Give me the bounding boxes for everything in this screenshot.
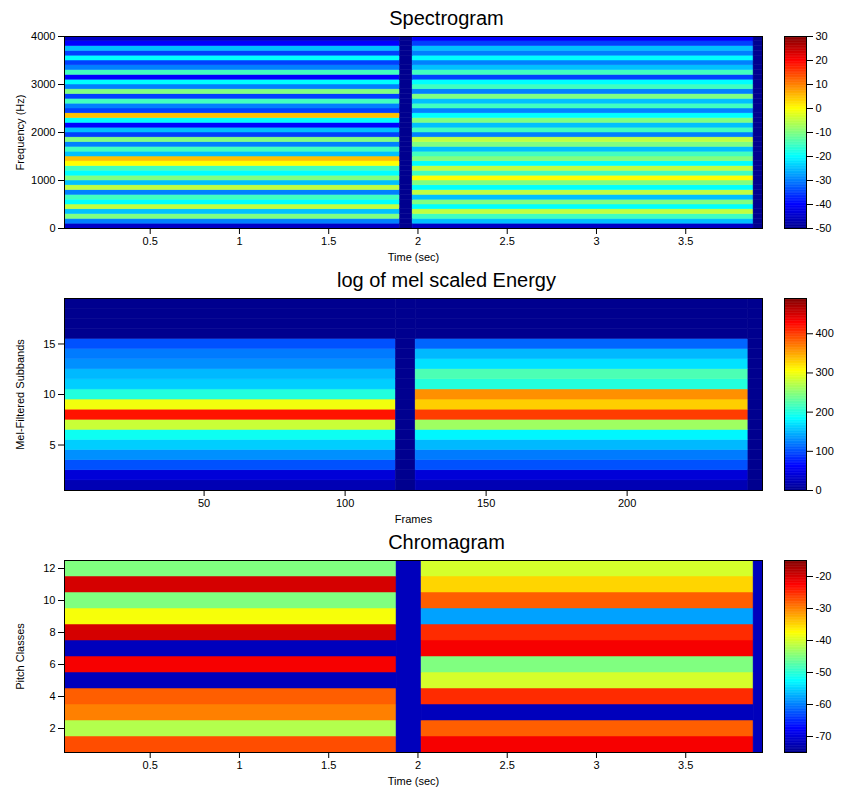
svg-text:0.5: 0.5 (143, 235, 158, 247)
svg-text:4: 4 (49, 690, 55, 702)
svg-text:-50: -50 (816, 222, 832, 234)
svg-text:Frames: Frames (395, 513, 433, 525)
svg-text:1.5: 1.5 (321, 235, 336, 247)
svg-text:0: 0 (816, 102, 822, 114)
svg-text:-50: -50 (816, 666, 832, 678)
svg-text:-30: -30 (816, 174, 832, 186)
svg-text:400: 400 (816, 327, 834, 339)
html-text:Chromagram: Chromagram (388, 531, 505, 553)
svg-text:1.5: 1.5 (321, 759, 336, 771)
svg-text:10: 10 (43, 388, 55, 400)
svg-text:50: 50 (198, 497, 210, 509)
svg-text:Mel-Filtered Subbands: Mel-Filtered Subbands (14, 339, 26, 450)
svg-text:-40: -40 (816, 634, 832, 646)
svg-text:0.5: 0.5 (143, 759, 158, 771)
svg-text:-20: -20 (816, 150, 832, 162)
svg-text:100: 100 (816, 445, 834, 457)
svg-text:-40: -40 (816, 198, 832, 210)
svg-text:100: 100 (336, 497, 354, 509)
svg-text:2.5: 2.5 (500, 759, 515, 771)
svg-text:3: 3 (593, 759, 599, 771)
svg-text:-20: -20 (816, 570, 832, 582)
svg-text:-60: -60 (816, 698, 832, 710)
svg-text:Time (sec): Time (sec) (388, 775, 440, 787)
svg-text:-10: -10 (816, 126, 832, 138)
svg-text:300: 300 (816, 366, 834, 378)
svg-text:1: 1 (236, 235, 242, 247)
svg-text:2: 2 (49, 722, 55, 734)
svg-text:12: 12 (43, 562, 55, 574)
svg-text:4000: 4000 (31, 30, 55, 42)
svg-text:3000: 3000 (31, 78, 55, 90)
svg-text:6: 6 (49, 658, 55, 670)
svg-text:150: 150 (477, 497, 495, 509)
svg-text:1000: 1000 (31, 174, 55, 186)
svg-text:-70: -70 (816, 730, 832, 742)
svg-text:0: 0 (816, 484, 822, 496)
svg-text:Time (sec): Time (sec) (388, 251, 440, 263)
svg-text:3.5: 3.5 (678, 759, 693, 771)
svg-text:0: 0 (49, 222, 55, 234)
svg-text:2: 2 (415, 235, 421, 247)
svg-text:2: 2 (415, 759, 421, 771)
svg-text:2000: 2000 (31, 126, 55, 138)
svg-text:10: 10 (816, 78, 828, 90)
svg-text:Frequency (Hz): Frequency (Hz) (14, 95, 26, 171)
svg-text:2.5: 2.5 (500, 235, 515, 247)
svg-text:3: 3 (593, 235, 599, 247)
svg-text:-30: -30 (816, 602, 832, 614)
svg-text:200: 200 (816, 406, 834, 418)
svg-text:20: 20 (816, 54, 828, 66)
svg-text:15: 15 (43, 337, 55, 349)
svg-text:10: 10 (43, 594, 55, 606)
svg-text:30: 30 (816, 30, 828, 42)
svg-text:200: 200 (618, 497, 636, 509)
html-text:log of mel scaled Energy: log of mel scaled Energy (337, 269, 556, 291)
svg-text:8: 8 (49, 626, 55, 638)
svg-text:3.5: 3.5 (678, 235, 693, 247)
svg-text:1: 1 (236, 759, 242, 771)
svg-text:5: 5 (49, 439, 55, 451)
svg-text:Pitch Classes: Pitch Classes (14, 623, 26, 690)
html-text:Spectrogram: Spectrogram (389, 7, 504, 29)
